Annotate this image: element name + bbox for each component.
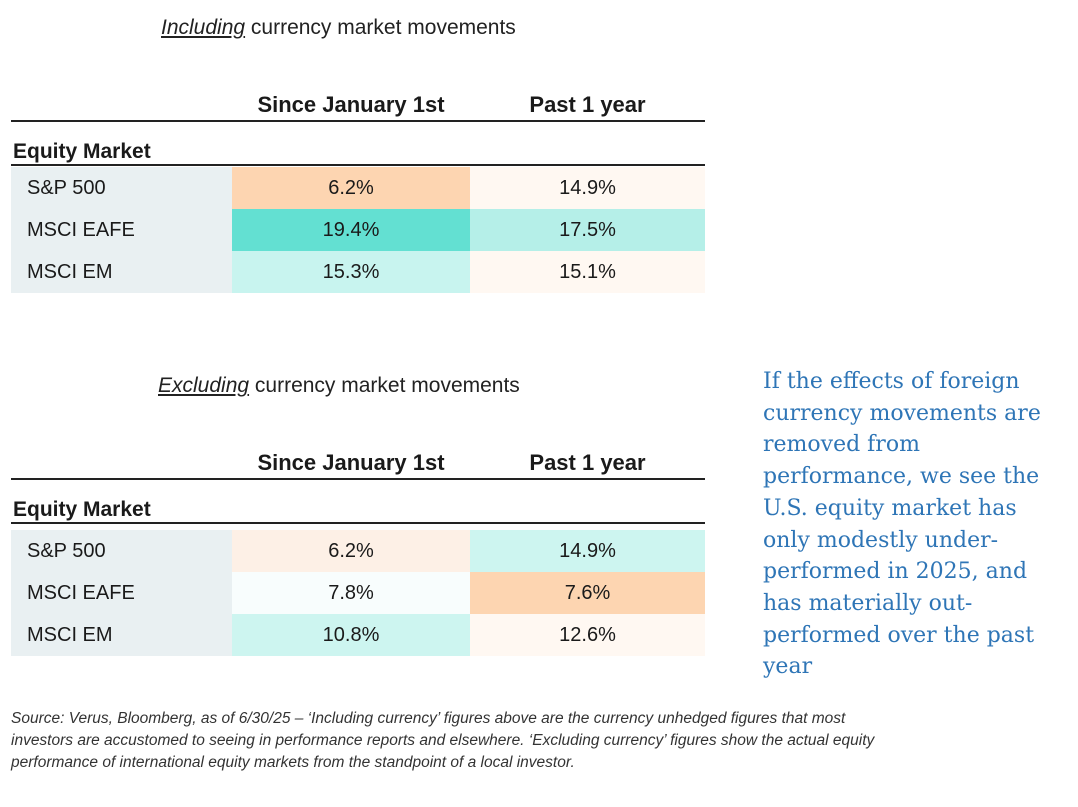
since-jan-value: 6.2% <box>232 530 470 572</box>
group-rule <box>11 522 705 524</box>
table-row: S&P 500 6.2% 14.9% <box>11 530 705 572</box>
group-label: Equity Market <box>13 140 151 163</box>
table-row: S&P 500 6.2% 14.9% <box>11 167 705 209</box>
since-jan-value: 15.3% <box>232 251 470 293</box>
past-year-value: 7.6% <box>470 572 705 614</box>
commentary-note: If the effects of foreign currency movem… <box>763 369 1041 680</box>
col-header-past-year: Past 1 year <box>529 92 646 117</box>
table-row: MSCI EAFE 19.4% 17.5% <box>11 209 705 251</box>
since-jan-value: 10.8% <box>232 614 470 656</box>
source-footnote: Source: Verus, Bloomberg, as of 6/30/25 … <box>11 710 875 771</box>
header-rule <box>11 478 705 480</box>
header-row: Since January 1st Past 1 year <box>11 92 705 122</box>
title-rest: currency market movements <box>249 374 520 397</box>
row-label: MSCI EM <box>11 614 232 656</box>
since-jan-value: 6.2% <box>232 167 470 209</box>
excluding-currency-table: Since January 1st Past 1 year Equity Mar… <box>11 448 705 658</box>
row-label: MSCI EAFE <box>11 572 232 614</box>
table-row: MSCI EM 15.3% 15.1% <box>11 251 705 293</box>
row-label: MSCI EM <box>11 251 232 293</box>
since-jan-value: 7.8% <box>232 572 470 614</box>
header-rule <box>11 120 705 122</box>
past-year-value: 17.5% <box>470 209 705 251</box>
row-label: S&P 500 <box>11 167 232 209</box>
excluding-table-title: Excluding currency market movements <box>158 374 520 398</box>
col-header-past-year: Past 1 year <box>529 450 646 475</box>
group-rule <box>11 164 705 166</box>
header-row: Since January 1st Past 1 year <box>11 450 705 480</box>
row-label: MSCI EAFE <box>11 209 232 251</box>
table-row: MSCI EAFE 7.8% 7.6% <box>11 572 705 614</box>
including-table-title: Including currency market movements <box>161 16 516 40</box>
group-label: Equity Market <box>13 498 151 521</box>
title-emphasis: Including <box>161 16 246 39</box>
title-emphasis: Excluding <box>158 374 250 397</box>
row-label: S&P 500 <box>11 530 232 572</box>
past-year-value: 12.6% <box>470 614 705 656</box>
col-header-since-jan: Since January 1st <box>257 450 445 475</box>
table-row: MSCI EM 10.8% 12.6% <box>11 614 705 656</box>
since-jan-value: 19.4% <box>232 209 470 251</box>
title-rest: currency market movements <box>245 16 516 39</box>
past-year-value: 15.1% <box>470 251 705 293</box>
including-currency-table: Since January 1st Past 1 year Equity Mar… <box>11 90 705 300</box>
past-year-value: 14.9% <box>470 167 705 209</box>
past-year-value: 14.9% <box>470 530 705 572</box>
col-header-since-jan: Since January 1st <box>257 92 445 117</box>
